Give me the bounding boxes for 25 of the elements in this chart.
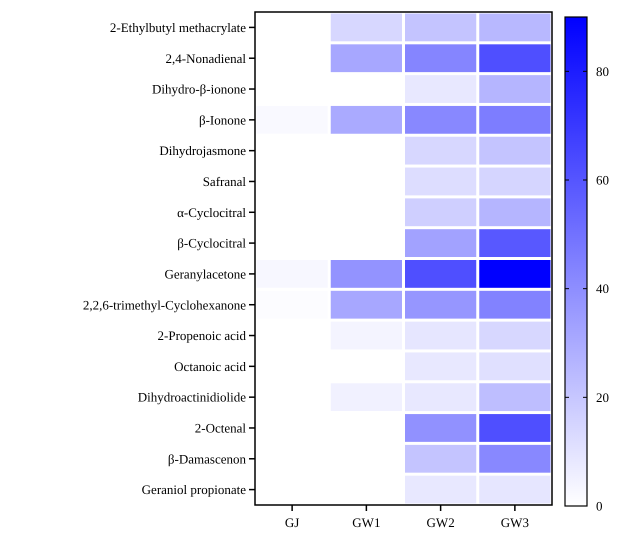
color-bar-label: 40 <box>596 281 609 296</box>
y-tick-label: Dihydroactinidiolide <box>138 390 246 405</box>
y-tick-label: Octanoic acid <box>174 358 246 374</box>
y-tick-label: Safranal <box>202 174 246 190</box>
y-tick-label: β-Damascenon <box>168 451 246 466</box>
y-tick-label: 2-Propenoic acid <box>158 328 246 344</box>
y-tick-label: Geranylacetone <box>164 266 246 282</box>
y-tick-label: Geraniol propionate <box>142 482 246 498</box>
x-tick-label: GW1 <box>352 515 380 530</box>
y-tick-label: Dihydro-β-ionone <box>152 82 246 97</box>
x-tick-label: GW3 <box>500 515 529 530</box>
x-tick-label: GJ <box>284 515 300 530</box>
x-tick-label: GW2 <box>426 515 455 530</box>
color-bar-label: 60 <box>596 172 609 188</box>
y-tick-label: β-Cyclocitral <box>177 236 246 251</box>
y-tick-label: 2-Octenal <box>194 420 246 436</box>
color-bar-label: 80 <box>596 64 609 79</box>
y-tick-label: 2,2,6-trimethyl-Cyclohexanone <box>82 297 246 312</box>
color-bar-label: 0 <box>596 498 602 514</box>
y-tick-label: Dihydrojasmone <box>159 143 246 158</box>
y-tick-label: β-Ionone <box>198 112 246 128</box>
y-tick-label: 2-Ethylbutyl methacrylate <box>110 20 246 35</box>
y-tick-label: α-Cyclocitral <box>177 204 246 220</box>
y-tick-label: 2,4-Nonadienal <box>165 50 246 66</box>
color-bar-label: 20 <box>596 390 609 405</box>
